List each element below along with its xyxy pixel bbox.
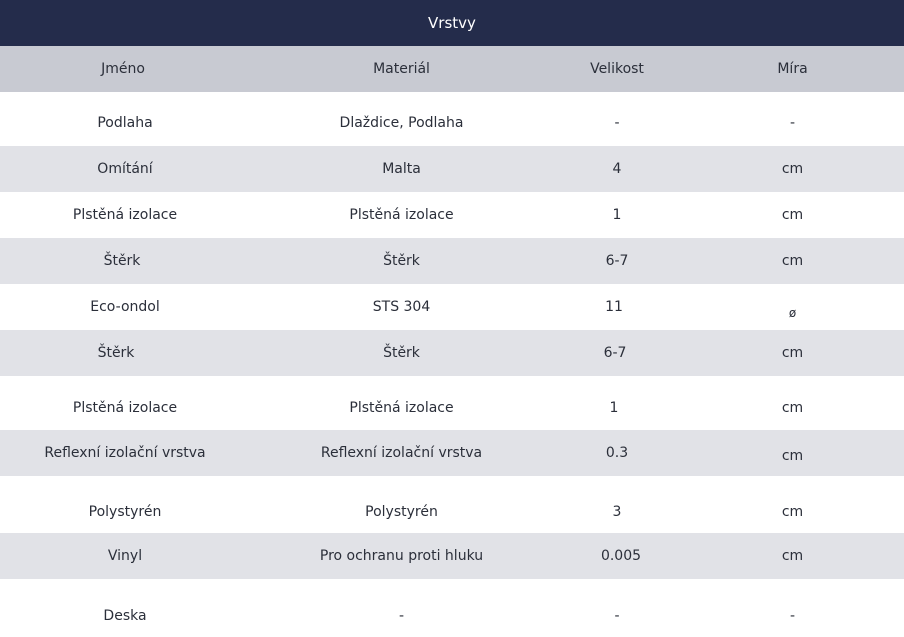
cell-unit: cm [781,207,804,223]
cell-unit: cm [781,503,804,520]
cell-material: STS 304 [372,299,431,315]
cell-name: Štěrk [97,345,135,361]
cell-name: Polystyrén [88,503,162,520]
table-row: Reflexní izolační vrstva Reflexní izolač… [0,430,904,476]
cell-name: Plstěná izolace [72,400,178,416]
cell-name: Vinyl [107,548,143,564]
cell-size: - [614,115,620,131]
cell-size: 1 [609,400,619,416]
cell-size: 6-7 [603,345,627,361]
column-header-name: Jméno [101,61,145,77]
cell-material: Štěrk [383,253,420,269]
cell-material: Reflexní izolační vrstva [320,445,483,461]
page-title: Vrstvy [428,14,476,32]
cell-name: Deska [103,608,147,624]
table-row: Štěrk Štěrk 6-7 cm [0,238,904,284]
cell-name: Štěrk [103,253,141,269]
table-row: Deska - - - [0,579,904,637]
cell-unit: cm [781,548,804,564]
table-body: Podlaha Dlaždice, Podlaha - - Omítání Ma… [0,92,904,637]
cell-name: Podlaha [97,115,153,131]
cell-material: Štěrk [383,345,420,361]
cell-name: Omítání [97,161,153,177]
cell-material: - [398,608,405,624]
title-bar: Vrstvy [0,0,904,46]
cell-size: 1 [612,207,622,223]
cell-name: Eco-ondol [90,299,160,315]
cell-unit: cm [781,161,804,177]
cell-material: Dlaždice, Podlaha [339,115,464,131]
table-row: Plstěná izolace Plstěná izolace 1 cm [0,192,904,238]
cell-size: 11 [605,299,623,315]
cell-size: 3 [612,503,622,520]
column-header-material: Materiál [373,61,430,77]
table-row: Plstěná izolace Plstěná izolace 1 cm [0,376,904,430]
cell-material: Plstěná izolace [349,400,454,416]
cell-material: Polystyrén [365,503,438,520]
cell-size: 6-7 [605,253,629,269]
cell-material: Pro ochranu proti hluku [319,548,484,564]
table-row: Vinyl Pro ochranu proti hluku 0.005 cm [0,533,904,579]
table-row: Štěrk Štěrk 6-7 cm [0,330,904,376]
cell-size: 0.005 [600,548,642,564]
cell-size: 4 [612,161,622,177]
cell-unit: cm [781,345,804,361]
cell-unit: - [789,115,796,131]
cell-unit: cm [781,448,804,464]
table-row: Eco-ondol STS 304 11 ø [0,284,904,330]
table-row: Polystyrén Polystyrén 3 cm [0,476,904,533]
column-header-unit: Míra [777,61,808,77]
table-row: Omítání Malta 4 cm [0,146,904,192]
cell-name: Reflexní izolační vrstva [44,445,206,461]
column-header-size: Velikost [590,61,644,77]
table-header: Jméno Materiál Velikost Míra [0,46,904,92]
cell-unit: - [789,608,796,624]
cell-material: Plstěná izolace [349,207,454,223]
cell-size: 0.3 [605,445,629,461]
cell-size: - [614,608,620,624]
cell-name: Plstěná izolace [72,207,178,223]
cell-material: Malta [382,161,421,177]
cell-unit: ø [788,306,797,320]
table-row: Podlaha Dlaždice, Podlaha - - [0,92,904,146]
cell-unit: cm [781,253,804,269]
cell-unit: cm [781,400,804,416]
